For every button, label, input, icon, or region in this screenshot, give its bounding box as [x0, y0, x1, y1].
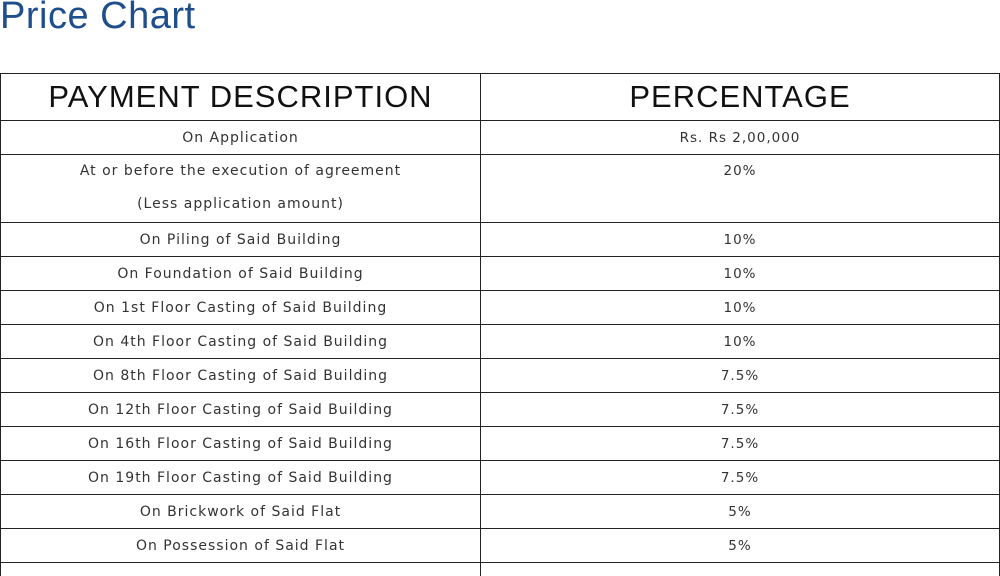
percentage-cell: 10%	[480, 256, 1000, 291]
payment-description-cell: On 1st Floor Casting of Said Building	[0, 290, 481, 325]
payment-description-cell: On 4th Floor Casting of Said Building	[0, 324, 481, 359]
table-row: On 16th Floor Casting of Said Building 7…	[0, 426, 1000, 461]
payment-description-cell: On Application	[0, 120, 481, 155]
percentage-cell: 10%	[480, 222, 1000, 257]
column-header-payment-description: PAYMENT DESCRIPTION	[0, 73, 481, 121]
payment-description-cell	[0, 562, 481, 576]
percentage-cell: 20%	[480, 154, 1000, 223]
table-row: On Piling of Said Building 10%	[0, 222, 1000, 257]
percentage-cell: 7.5%	[480, 426, 1000, 461]
payment-description-cell: On Possession of Said Flat	[0, 528, 481, 563]
table-row: On Possession of Said Flat 5%	[0, 528, 1000, 563]
table-row: On Application Rs. Rs 2,00,000	[0, 120, 1000, 155]
table-header-row: PAYMENT DESCRIPTION PERCENTAGE	[0, 73, 1000, 121]
percentage-cell: 10%	[480, 324, 1000, 359]
percentage-cell: Rs. Rs 2,00,000	[480, 120, 1000, 155]
table-row: On 19th Floor Casting of Said Building 7…	[0, 460, 1000, 495]
percentage-cell: 7.5%	[480, 358, 1000, 393]
percentage-cell: 5%	[480, 528, 1000, 563]
table-row	[0, 562, 1000, 576]
payment-description-line: At or before the execution of agreement	[79, 163, 402, 179]
price-table: PAYMENT DESCRIPTION PERCENTAGE On Applic…	[0, 73, 1000, 576]
payment-description-cell: On 19th Floor Casting of Said Building	[0, 460, 481, 495]
percentage-value: 20%	[723, 163, 757, 179]
table-row: On Brickwork of Said Flat 5%	[0, 494, 1000, 529]
payment-description-cell: On Piling of Said Building	[0, 222, 481, 257]
page-title: Price Chart	[0, 0, 196, 37]
percentage-cell: 7.5%	[480, 392, 1000, 427]
payment-description-cell: On 8th Floor Casting of Said Building	[0, 358, 481, 393]
payment-description-cell: At or before the execution of agreement …	[0, 154, 481, 223]
table-row: On Foundation of Said Building 10%	[0, 256, 1000, 291]
payment-description-cell: On Brickwork of Said Flat	[0, 494, 481, 529]
payment-description-cell: On Foundation of Said Building	[0, 256, 481, 291]
table-row: On 4th Floor Casting of Said Building 10…	[0, 324, 1000, 359]
table-row: At or before the execution of agreement …	[0, 154, 1000, 223]
column-header-percentage: PERCENTAGE	[480, 73, 1000, 121]
table-row: On 12th Floor Casting of Said Building 7…	[0, 392, 1000, 427]
payment-description-note: (Less application amount)	[137, 196, 344, 212]
percentage-cell	[480, 562, 1000, 576]
table-row: On 1st Floor Casting of Said Building 10…	[0, 290, 1000, 325]
percentage-cell: 5%	[480, 494, 1000, 529]
percentage-cell: 7.5%	[480, 460, 1000, 495]
payment-description-cell: On 16th Floor Casting of Said Building	[0, 426, 481, 461]
percentage-cell: 10%	[480, 290, 1000, 325]
payment-description-cell: On 12th Floor Casting of Said Building	[0, 392, 481, 427]
table-row: On 8th Floor Casting of Said Building 7.…	[0, 358, 1000, 393]
